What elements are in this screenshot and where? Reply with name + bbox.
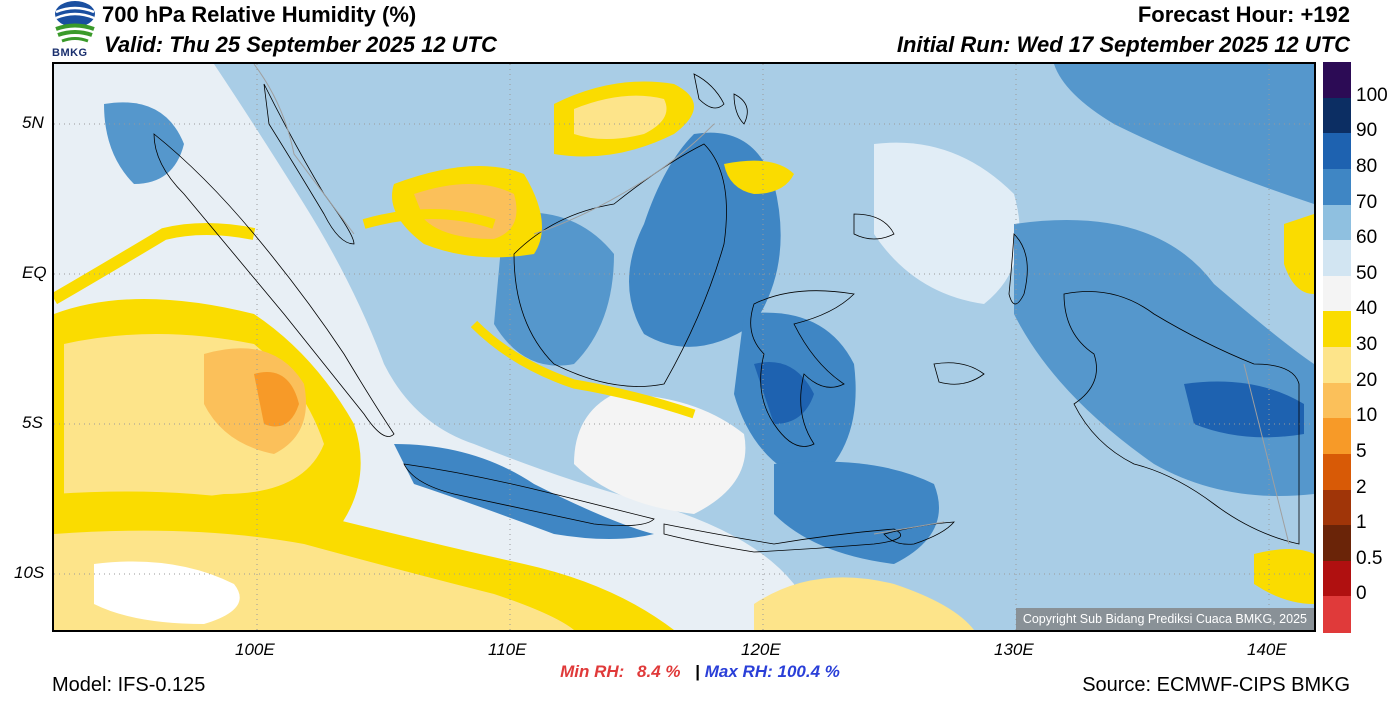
lon-tick-120e: 120E [741, 640, 781, 659]
colorbar-segment [1323, 560, 1351, 597]
colorbar-label: 20 [1356, 369, 1378, 391]
colorbar-segment [1323, 62, 1351, 99]
colorbar-label: 80 [1356, 155, 1378, 177]
colorbar-segment [1323, 97, 1351, 134]
lon-tick-140e: 140E [1247, 640, 1287, 659]
colorbar-segment [1323, 453, 1351, 490]
lat-tick-5s: 5S [22, 413, 43, 432]
colorbar-label: 5 [1356, 440, 1367, 462]
colorbar-label: 0.5 [1356, 547, 1383, 569]
forecast-hour: Forecast Hour: +192 [1137, 2, 1350, 27]
colorbar-segment [1323, 525, 1351, 562]
colorbar-label: 50 [1356, 262, 1378, 284]
rh-stats: Min RH: 8.4 % | Max RH: 100.4 % [0, 662, 1400, 682]
colorbar-label: 1 [1356, 512, 1367, 534]
colorbar-segment [1323, 489, 1351, 526]
colorbar-label: 90 [1356, 120, 1378, 142]
colorbar-segment [1323, 168, 1351, 205]
colorbar-label: 2 [1356, 476, 1367, 498]
colorbar-segment [1323, 204, 1351, 241]
colorbar-segment [1323, 418, 1351, 455]
initial-run: Initial Run: Wed 17 September 2025 12 UT… [896, 32, 1350, 57]
lat-tick-eq: EQ [22, 263, 47, 282]
source-info: Source: ECMWF-CIPS BMKG [1082, 674, 1350, 696]
valid-time: Valid: Thu 25 September 2025 12 UTC [104, 32, 497, 57]
lon-tick-110e: 110E [488, 640, 527, 659]
map-title: 700 hPa Relative Humidity (%) [102, 2, 417, 27]
colorbar-label: 100 [1356, 84, 1388, 106]
colorbar [1323, 62, 1351, 633]
colorbar-segment [1323, 133, 1351, 170]
colorbar-segment [1323, 596, 1351, 633]
colorbar-segment [1323, 275, 1351, 312]
graticule [54, 64, 1314, 630]
colorbar-label: 30 [1356, 334, 1378, 355]
lon-tick-100e: 100E [235, 640, 275, 659]
colorbar-label: 70 [1356, 191, 1378, 213]
colorbar-label: 40 [1356, 298, 1378, 320]
stats-separator: | [695, 662, 701, 681]
min-rh-label: Min RH: [560, 662, 625, 681]
lat-tick-10s: 10S [14, 563, 45, 582]
humidity-map [52, 62, 1316, 632]
model-info: Model: IFS-0.125 [52, 674, 206, 696]
colorbar-label: 60 [1356, 227, 1378, 249]
colorbar-segment [1323, 347, 1351, 384]
lon-tick-130e: 130E [994, 640, 1034, 659]
colorbar-segment [1323, 382, 1351, 419]
coastlines [153, 73, 1300, 553]
colorbar-segment [1323, 311, 1351, 348]
min-rh-value: 8.4 % [637, 662, 681, 681]
colorbar-label: 0 [1356, 583, 1367, 605]
lat-tick-5n: 5N [22, 113, 44, 132]
bmkg-logo-text: BMKG [52, 47, 88, 59]
max-rh-value: 100.4 % [777, 662, 840, 681]
bmkg-logo-icon [52, 0, 98, 62]
colorbar-label: 10 [1356, 405, 1378, 427]
colorbar-segment [1323, 240, 1351, 277]
copyright-notice: Copyright Sub Bidang Prediksi Cuaca BMKG… [1015, 608, 1314, 630]
max-rh-label: Max RH: [704, 662, 773, 681]
